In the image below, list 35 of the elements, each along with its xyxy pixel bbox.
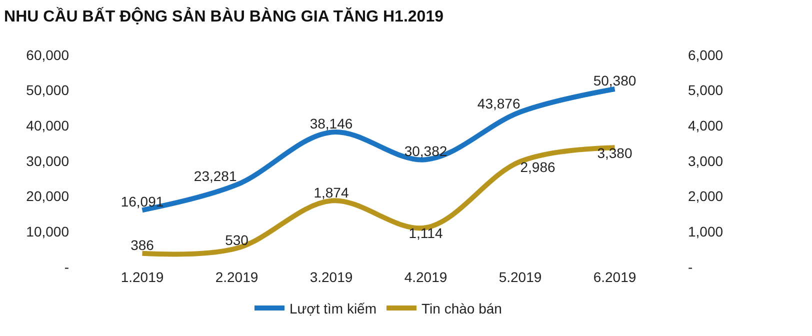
- y2-tick-label: -: [688, 258, 693, 275]
- data-label: 43,876: [477, 95, 520, 112]
- y2-tick-label: 3,000: [688, 152, 724, 169]
- y-tick-label: 40,000: [26, 118, 70, 134]
- x-tick-label: 1.2019: [120, 269, 164, 285]
- y-tick-label: 50,000: [26, 82, 70, 98]
- x-tick-label: 5.2019: [498, 269, 542, 285]
- y-tick-label: 30,000: [26, 152, 70, 169]
- y2-tick-label: 1,000: [688, 224, 724, 240]
- data-label: 2,986: [520, 158, 556, 175]
- y2-tick-label: 2,000: [688, 188, 724, 204]
- data-label: 23,281: [194, 168, 237, 184]
- x-tick-label: 4.2019: [404, 269, 448, 285]
- data-label: 386: [130, 236, 154, 253]
- y2-tick-label: 4,000: [688, 118, 724, 134]
- data-label: 1,114: [408, 225, 443, 242]
- y2-tick-label: 5,000: [688, 82, 724, 98]
- data-label: 3,380: [597, 145, 632, 162]
- y-tick-label: 20,000: [26, 188, 70, 204]
- y-tick-label: 60,000: [26, 46, 70, 63]
- legend-label: Lượt tìm kiếm: [290, 300, 377, 316]
- legend-label: Tin chào bán: [422, 300, 502, 316]
- data-label: 1,874: [314, 184, 349, 200]
- x-tick-label: 6.2019: [593, 269, 636, 285]
- data-label: 530: [225, 232, 249, 248]
- data-label: 50,380: [593, 72, 636, 88]
- data-label: 38,146: [310, 116, 353, 132]
- y2-tick-label: 6,000: [688, 46, 724, 63]
- y-tick-label: 10,000: [26, 224, 70, 240]
- y-tick-label: -: [64, 258, 70, 275]
- x-tick-label: 3.2019: [310, 269, 353, 285]
- x-tick-label: 2.2019: [215, 269, 258, 285]
- data-label: 16,091: [120, 194, 164, 210]
- chart-title: NHU CẦU BẤT ĐỘNG SẢN BÀU BÀNG GIA TĂNG H1.2019: [4, 6, 444, 26]
- data-label: 30,382: [404, 143, 448, 160]
